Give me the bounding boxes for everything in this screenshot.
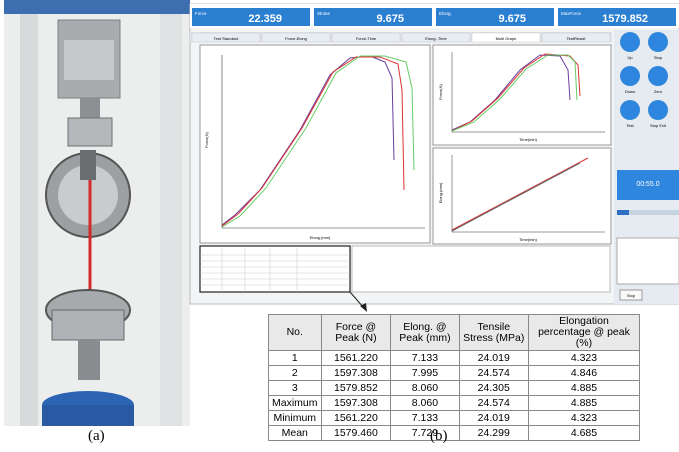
timer: 00:55.0 (636, 181, 659, 188)
table-cell: 2 (269, 366, 322, 381)
axis-label: Time(min) (519, 237, 538, 242)
caption: (b) (430, 428, 448, 445)
header-cell: Force @ Peak (N) (321, 315, 391, 351)
figure: Force 22.359 Stroke 9.675 Elong. 9.675 MaxForc… (0, 0, 679, 452)
table-cell: 7.133 (391, 411, 459, 426)
table-cell: 3 (269, 381, 322, 396)
header-cell: Elongation percentage @ peak (%) (528, 315, 639, 351)
table-cell: 24.019 (459, 411, 528, 426)
button-label: Stop (627, 293, 636, 298)
table-cell: Maximum (269, 396, 322, 411)
table-cell: 24.574 (459, 366, 528, 381)
readout-value: 9.675 (376, 13, 404, 25)
axis-label: Force(N) (204, 131, 209, 147)
result-table: No.Force @ Peak (N)Elong. @ Peak (mm)Ten… (268, 314, 640, 441)
readout-label: MaxForce (561, 11, 582, 16)
table-cell: 1597.308 (321, 396, 391, 411)
header-cell: No. (269, 315, 322, 351)
tab-label: Force-Elong (285, 36, 307, 41)
table-cell: 1579.852 (321, 381, 391, 396)
tab-label: Elong.-Time (425, 36, 447, 41)
control-button[interactable] (648, 66, 668, 86)
readout-label: Stroke (317, 11, 331, 16)
tab-label: Force-Time (356, 36, 377, 41)
control-button[interactable] (620, 100, 640, 120)
caption: (a) (88, 428, 105, 445)
readout-value: 22.359 (248, 13, 282, 25)
table-cell: 8.060 (391, 396, 459, 411)
axis-label: Elong.(mm) (310, 235, 331, 240)
table-cell: 1579.460 (321, 426, 391, 441)
table-cell: 4.323 (528, 411, 639, 426)
table-cell: 24.019 (459, 351, 528, 366)
table-cell: 4.685 (528, 426, 639, 441)
button-label: Down (625, 89, 635, 94)
photo (4, 0, 190, 426)
axis-label: Time(min) (519, 137, 538, 142)
table-cell: 7.133 (391, 351, 459, 366)
tab-label: Multi Graph (496, 36, 517, 41)
table-cell: Mean (269, 426, 322, 441)
button-label: Zero (654, 89, 663, 94)
button-label: Test (626, 123, 634, 128)
table-cell: 24.299 (459, 426, 528, 441)
button-label: Up (627, 55, 633, 60)
table-cell: 7.995 (391, 366, 459, 381)
table-cell: Minimum (269, 411, 322, 426)
table-cell: 24.574 (459, 396, 528, 411)
axis-label: Force(N) (438, 83, 443, 99)
tab-label: TestResult (567, 36, 587, 41)
readout-box (314, 8, 432, 26)
button-label: Stop (654, 55, 663, 60)
control-button[interactable] (620, 32, 640, 52)
control-button[interactable] (620, 66, 640, 86)
table-cell: 24.305 (459, 381, 528, 396)
readout-box (436, 8, 554, 26)
table-cell: 1561.220 (321, 411, 391, 426)
control-button[interactable] (648, 32, 668, 52)
header-cell: Tensile Stress (MPa) (459, 315, 528, 351)
table-cell: 4.885 (528, 381, 639, 396)
table-cell: 4.885 (528, 396, 639, 411)
table-cell: 1561.220 (321, 351, 391, 366)
table-cell: 1 (269, 351, 322, 366)
readout-label: Elong. (439, 11, 452, 16)
readout-value: 9.675 (498, 13, 526, 25)
header-cell: Elong. @ Peak (mm) (391, 315, 459, 351)
readout-value: 1579.852 (602, 13, 648, 25)
control-button[interactable] (648, 100, 668, 120)
axis-label: Elong.(mm) (438, 182, 443, 203)
table-cell: 4.846 (528, 366, 639, 381)
tab-label: Test Standard (214, 36, 239, 41)
table-cell: 8.060 (391, 381, 459, 396)
button-label: Stop Exit (650, 123, 667, 128)
readout-label: Force (195, 11, 207, 16)
software-window: Force 22.359 Stroke 9.675 Elong. 9.675 MaxForc… (190, 4, 679, 312)
table-cell: 4.323 (528, 351, 639, 366)
header-row: No.Force @ Peak (N)Elong. @ Peak (mm)Ten… (269, 315, 640, 351)
table-cell: 7.729 (391, 426, 459, 441)
table-cell: 1597.308 (321, 366, 391, 381)
